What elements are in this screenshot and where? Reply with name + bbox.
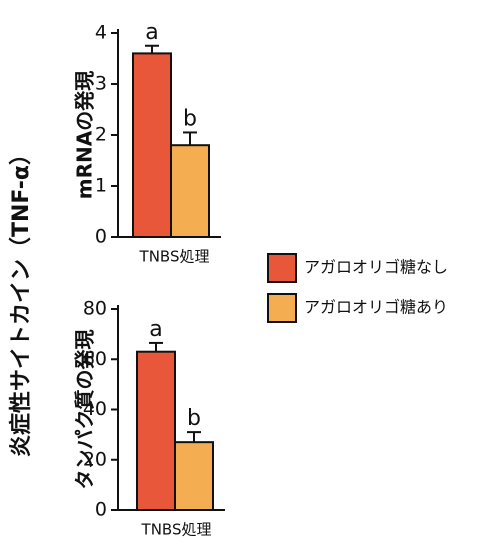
significance-label: a	[149, 317, 162, 342]
significance-label: b	[183, 106, 197, 131]
y-tick-label: 60	[83, 348, 107, 370]
significance-label: b	[187, 406, 201, 431]
y-tick-label: 20	[83, 448, 107, 470]
bar	[174, 441, 214, 512]
bar	[132, 52, 172, 239]
y-axis-label: タンパク質の発現	[73, 330, 97, 490]
y-tick-label: 1	[95, 175, 107, 197]
legend-swatch	[267, 293, 297, 323]
legend-swatch	[267, 253, 297, 283]
significance-label: a	[145, 20, 158, 45]
y-tick-label: 0	[95, 499, 107, 521]
y-tick-label: 0	[95, 226, 107, 248]
bar	[136, 350, 176, 511]
x-tick-label: TNBS処理	[141, 521, 212, 539]
y-tick-label: 40	[83, 398, 107, 420]
y-tick-label: 3	[95, 73, 107, 95]
bar	[170, 144, 210, 238]
legend-label: アガロオリゴ糖あり	[304, 298, 448, 317]
y-tick-label: 80	[83, 298, 107, 320]
x-tick-label: TNBS処理	[139, 248, 210, 266]
y-tick-label: 2	[95, 124, 107, 146]
shared-y-label: 炎症性サイトカイン（TNF-α）	[8, 143, 34, 457]
legend-label: アガロオリゴ糖なし	[304, 258, 448, 277]
y-axis-label: mRNAの発現	[73, 71, 97, 199]
y-tick-label: 4	[95, 22, 107, 44]
